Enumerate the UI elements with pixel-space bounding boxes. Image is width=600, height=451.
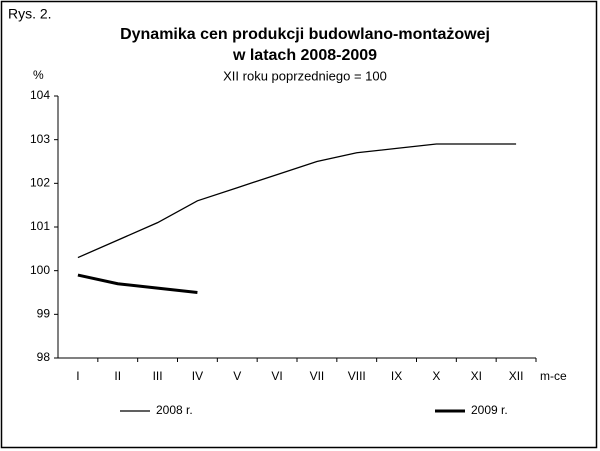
x-tick-label: XII [509,369,524,383]
x-tick-label: X [432,369,440,383]
legend-label: 2009 r. [471,403,508,417]
x-tick-label: IX [391,369,402,383]
x-tick-label: VII [310,369,325,383]
x-tick-label: XI [471,369,482,383]
y-tick-label: 99 [37,307,51,321]
series-line [77,143,517,259]
y-axis-label: % [33,68,44,82]
chart-title: w latach 2008-2009 [232,47,377,64]
x-tick-label: VIII [348,369,366,383]
x-tick-label: VI [271,369,282,383]
y-tick-label: 101 [30,219,50,233]
y-tick-label: 100 [30,263,50,277]
x-tick-label: II [114,369,121,383]
y-tick-label: 103 [30,132,50,146]
chart-subtitle: XII roku poprzedniego = 100 [223,68,387,83]
y-tick-label: 102 [30,176,50,190]
x-tick-label: IV [192,369,203,383]
x-axis-label: m-ce [540,369,567,383]
y-tick-label: 104 [30,88,50,102]
x-tick-label: III [153,369,163,383]
legend-label: 2008 r. [156,403,193,417]
figure-label: Rys. 2. [8,6,52,22]
y-tick-label: 98 [37,350,51,364]
chart-title: Dynamika cen produkcji budowlano-montażo… [120,26,490,43]
series-line [77,273,198,294]
x-tick-label: V [233,369,241,383]
x-tick-label: I [76,369,79,383]
